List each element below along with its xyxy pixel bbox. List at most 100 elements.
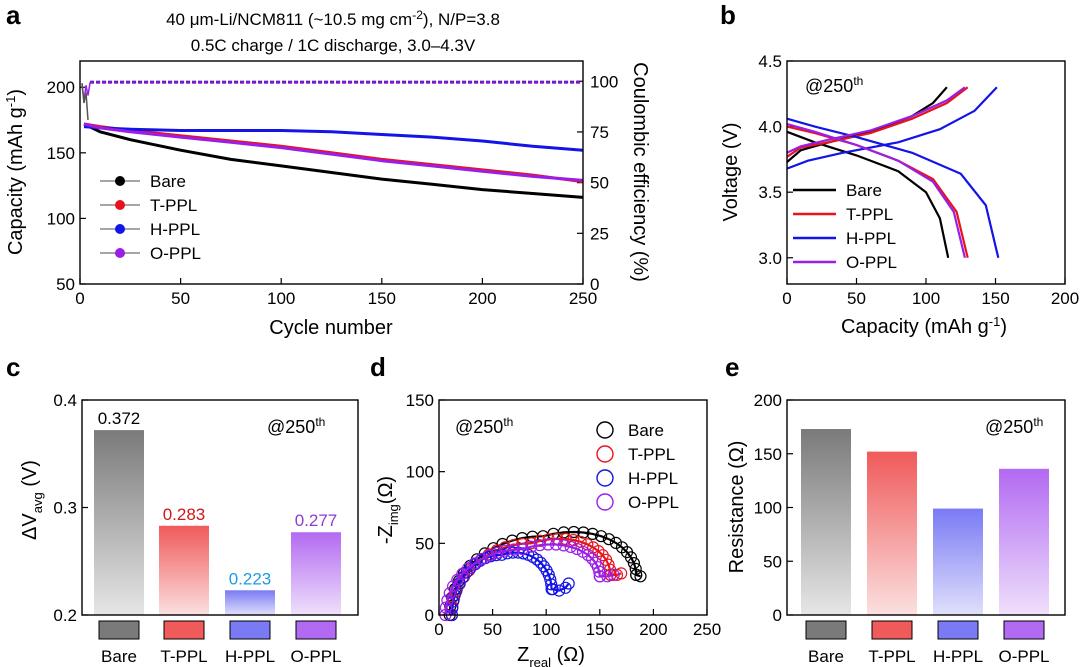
a-ytick-label: 75 [590, 123, 609, 142]
c-swatch-Bare [98, 620, 140, 640]
d-point-H-PPL [542, 568, 555, 581]
d-point-O-PPL [475, 553, 488, 566]
e-ytick-label: 0 [773, 606, 782, 625]
e-bar-H-PPL [933, 508, 983, 615]
b-charge-O-PPL [786, 86, 966, 154]
c-swatch-O-PPL [295, 620, 337, 640]
e-swatch-H-PPL [937, 620, 979, 640]
c-category-label: O-PPL [290, 647, 341, 666]
d-point-H-PPL [559, 581, 572, 594]
panel-a-letter: a [6, 0, 21, 30]
e-category-label: T-PPL [868, 647, 915, 666]
panel-b: b 0 50 100 150 200 3.0 3.5 4.0 4.5 Bare T-PPL H-PPL… [720, 0, 1079, 338]
c-category-label: H-PPL [225, 647, 275, 666]
d-xtick-label: 0 [434, 620, 443, 639]
panel-d-annotation: @250th [455, 415, 513, 437]
panel-e-annotation: @250th [985, 415, 1043, 437]
d-point-H-PPL [552, 584, 566, 597]
b-xtick-label: 50 [847, 289, 866, 308]
d-xtick-label: 100 [532, 620, 560, 639]
e-swatch-Bare [805, 620, 847, 640]
c-bar-T-PPL [159, 525, 209, 615]
c-value-label: 0.277 [295, 511, 338, 530]
d-point-H-PPL [534, 556, 547, 569]
e-swatch-O-PPL [1003, 620, 1045, 640]
b-xtick-label: 150 [981, 289, 1009, 308]
d-xtick-label: 50 [483, 620, 502, 639]
d-xtick-label: 200 [639, 620, 667, 639]
c-category-label: T-PPL [160, 647, 207, 666]
d-point-O-PPL [499, 544, 512, 557]
d-point-T-PPL [615, 567, 628, 580]
panel-a-title-line1: 40 μm-Li/NCM811 (~10.5 mg cm-2), N/P=3.8 [166, 8, 500, 29]
a-legend-marker [115, 176, 125, 186]
a-ytick-label: 100 [590, 72, 618, 91]
panel-d: d 0 50 100 150 200 250 0 50 100 150 Bare T-PPL H-PPL… [370, 352, 721, 667]
panel-a-plot-area: 0 50 100 150 200 250501001502000255075100Bare… [47, 72, 619, 308]
d-point-H-PPL [530, 553, 544, 566]
panel-c-ylabel: ΔVavg (V) [19, 460, 45, 540]
b-xtick-label: 0 [782, 289, 791, 308]
d-xtick-label: 250 [693, 620, 721, 639]
a-legend-label: O-PPL [150, 244, 201, 263]
e-bar-Bare [801, 429, 851, 615]
b-xtick-label: 200 [1051, 289, 1079, 308]
c-value-label: 0.283 [163, 505, 206, 524]
c-value-label: 0.223 [229, 569, 272, 588]
d-point-O-PPL [581, 548, 595, 562]
panel-b-xlabel: Capacity (mAh g-1) [841, 314, 1007, 338]
d-legend-label: T-PPL [628, 445, 675, 464]
c-ytick-label: 0.2 [53, 606, 77, 625]
d-point-O-PPL [443, 587, 456, 600]
d-point-Bare [602, 533, 616, 546]
a-xtick-label: 250 [569, 289, 597, 308]
d-point-H-PPL [546, 583, 559, 596]
a-xtick-label: 100 [267, 289, 295, 308]
d-point-Bare [634, 570, 647, 583]
a-ytick-label: 25 [590, 224, 609, 243]
panel-a-xlabel: Cycle number [269, 317, 393, 339]
d-point-O-PPL [507, 543, 521, 556]
b-charge-Bare [786, 86, 948, 163]
d-point-O-PPL [601, 570, 614, 583]
e-ytick-label: 200 [754, 391, 782, 410]
e-ytick-label: 100 [754, 499, 782, 518]
panel-d-letter: d [370, 352, 386, 382]
b-ytick-label: 4.0 [758, 118, 782, 137]
panel-b-letter: b [720, 0, 736, 30]
a-xtick-label: 50 [171, 289, 190, 308]
a-legend-label: Bare [150, 172, 186, 191]
e-bar-O-PPL [999, 468, 1049, 615]
d-point-O-PPL [533, 539, 546, 552]
a-legend-label: H-PPL [150, 220, 200, 239]
a-series-H-PPL [83, 125, 584, 152]
e-category-label: H-PPL [933, 647, 983, 666]
c-bar-Bare [94, 430, 144, 615]
b-ytick-label: 3.0 [758, 249, 782, 268]
d-ytick-label: 150 [406, 391, 434, 410]
d-point-O-PPL [586, 552, 599, 565]
panel-b-ylabel: Voltage (V) [720, 123, 742, 222]
b-xtick-label: 100 [912, 289, 940, 308]
b-legend-label: Bare [846, 181, 882, 200]
d-point-T-PPL [525, 537, 538, 550]
panel-a-ylabel-left: Capacity (mAh g-1) [3, 89, 27, 255]
d-point-T-PPL [592, 544, 605, 558]
d-point-O-PPL [607, 568, 620, 582]
d-legend-marker [596, 421, 614, 439]
d-legend-label: Bare [628, 421, 664, 440]
a-xtick-label: 150 [368, 289, 396, 308]
c-value-label: 0.372 [98, 409, 141, 428]
b-ytick-label: 3.5 [758, 183, 782, 202]
c-swatch-T-PPL [163, 620, 205, 640]
b-ytick-label: 4.5 [758, 52, 782, 71]
panel-d-frame [438, 399, 708, 616]
d-point-Bare [586, 527, 599, 541]
c-bar-H-PPL [225, 590, 275, 615]
panel-b-annotation: @250th [805, 74, 863, 96]
panel-d-xlabel: Zreal (Ω) [517, 644, 585, 667]
c-category-label: Bare [101, 647, 137, 666]
panel-b-plot-area: 0 50 100 150 200 3.0 3.5 4.0 4.5 Bare T-PPL H-PPL O-… [758, 52, 1079, 308]
b-legend-label: O-PPL [846, 253, 897, 272]
d-point-H-PPL [544, 573, 557, 586]
